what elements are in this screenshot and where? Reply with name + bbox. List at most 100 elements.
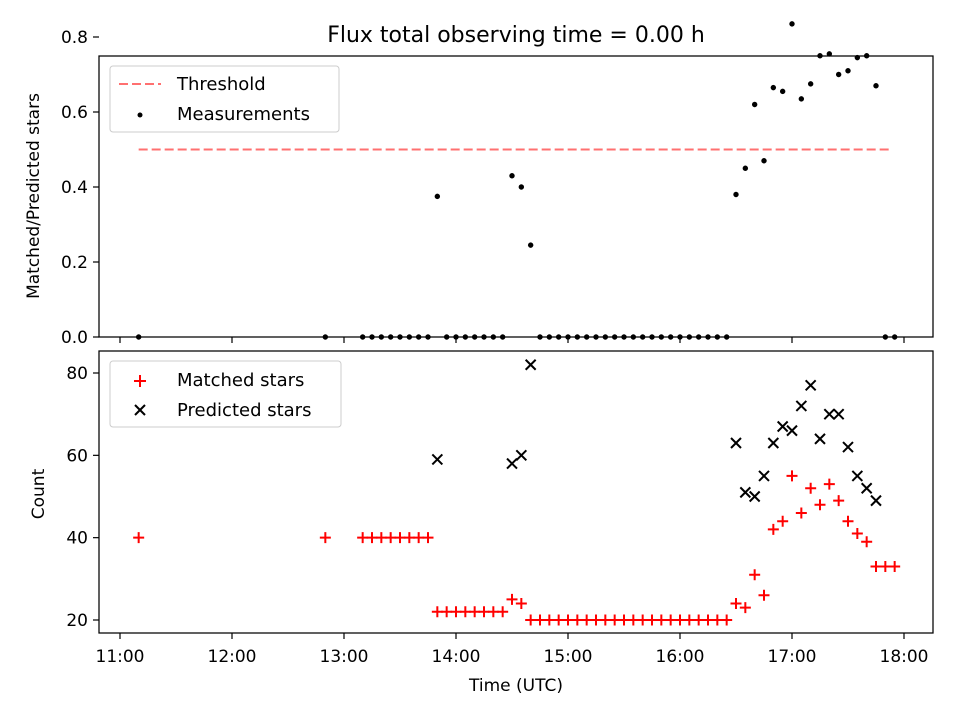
matched-star-point (487, 606, 499, 618)
predicted-star-point (739, 486, 752, 499)
measurement-point (751, 101, 758, 108)
predicted-legend-label: Predicted stars (177, 400, 311, 421)
matched-star-point (618, 614, 630, 626)
x-tick-label: 12:00 (208, 647, 257, 667)
predicted-star-point (786, 424, 798, 437)
bottom-axes-frame (98, 350, 934, 634)
matched-star-point (515, 598, 527, 610)
predicted-star-point (870, 494, 882, 507)
matched-star-point (655, 614, 667, 626)
bottom-y-ticks: 20 40 60 80 (66, 364, 99, 631)
bottom-plot-marks (133, 359, 901, 626)
matched-star-point (441, 606, 453, 618)
predicted-star-point (842, 441, 854, 453)
matched-star-point (637, 614, 649, 626)
top-y-tick-label: 0.0 (61, 328, 88, 348)
measurement-point (518, 184, 525, 190)
measurement-point (807, 81, 814, 87)
matched-star-point (385, 532, 397, 544)
measurement-point (761, 158, 767, 164)
matched-star-point (786, 470, 798, 482)
bottom-y-tick-label: 60 (66, 446, 88, 466)
measurement-point (779, 88, 786, 95)
matched-star-point (478, 606, 490, 618)
matched-star-point (571, 614, 583, 626)
matched-star-point (758, 589, 770, 601)
x-tick-label: 16:00 (656, 647, 705, 667)
matched-star-point (459, 606, 471, 618)
matched-star-point (497, 606, 509, 618)
predicted-star-point (832, 408, 845, 420)
measurements-legend-label: Measurements (177, 104, 310, 125)
matched-star-point (749, 569, 761, 581)
matched-star-point (823, 478, 835, 490)
matched-star-point (730, 598, 742, 610)
measurement-point (826, 51, 833, 57)
matched-star-point (562, 614, 574, 626)
matched-star-point (525, 614, 537, 626)
top-x-ticks (119, 337, 905, 343)
measurement-point (527, 242, 534, 248)
matched-star-point (833, 495, 845, 507)
matched-legend-label: Matched stars (177, 370, 304, 391)
predicted-star-point (524, 359, 537, 371)
matched-star-point (133, 532, 145, 544)
predicted-star-point (860, 482, 873, 494)
predicted-star-point (758, 470, 770, 482)
predicted-star-point (823, 408, 836, 420)
matched-star-point (693, 614, 705, 626)
matched-star-point (422, 532, 434, 544)
predicted-star-point (506, 457, 518, 470)
matched-star-point (375, 532, 387, 544)
matched-star-point (767, 523, 779, 535)
measurements-legend-swatch (137, 112, 143, 118)
matched-star-point (879, 560, 891, 572)
x-tick-label: 11:00 (96, 647, 145, 667)
bottom-x-ticks: 11:00 12:00 13:00 14:00 15:00 16:00 17:00 18:00 (96, 633, 929, 667)
x-tick-label: 13:00 (320, 647, 369, 667)
predicted-star-point (851, 470, 864, 482)
matched-star-point (777, 515, 789, 527)
matched-star-point (674, 614, 686, 626)
matched-star-point (665, 614, 677, 626)
matched-legend-swatch (134, 375, 146, 387)
measurement-point (434, 193, 441, 200)
top-y-tick-label: 0.8 (61, 28, 88, 48)
predicted-star-point (795, 400, 808, 412)
matched-star-point (805, 482, 817, 494)
matched-star-point (870, 560, 882, 572)
predicted-star-point (515, 449, 528, 462)
matched-star-point (842, 515, 854, 527)
top-axes-frame (98, 55, 934, 338)
matched-star-point (702, 614, 714, 626)
matched-star-point (366, 532, 378, 544)
top-y-tick-label: 0.6 (61, 103, 88, 123)
chart-title: Flux total observing time = 0.00 h (327, 23, 705, 48)
bottom-legend-box (109, 360, 342, 428)
matched-star-point (581, 614, 593, 626)
measurement-point (742, 165, 749, 171)
matched-star-point (683, 614, 695, 626)
matched-star-point (357, 532, 369, 544)
measurement-point (789, 21, 795, 27)
top-legend-box (109, 65, 340, 133)
top-y-axis-label: Matched/Predicted stars (24, 93, 44, 299)
x-tick-label: 18:00 (880, 647, 929, 667)
predicted-legend-swatch (134, 404, 146, 416)
top-y-tick-label: 0.4 (61, 178, 88, 198)
matched-star-point (590, 614, 602, 626)
matched-star-point (851, 528, 863, 540)
matched-star-point (627, 614, 639, 626)
measurement-point (798, 96, 805, 102)
predicted-star-point (748, 490, 761, 503)
matched-star-point (861, 536, 873, 548)
matched-star-point (795, 507, 807, 519)
top-y-ticks: 0.0 0.2 0.4 0.6 0.8 (61, 28, 99, 348)
bottom-y-axis-label: Count (29, 468, 49, 519)
matched-star-point (814, 499, 826, 511)
matched-star-point (721, 614, 733, 626)
threshold-legend-label: Threshold (176, 74, 266, 95)
predicted-star-point (431, 453, 444, 466)
